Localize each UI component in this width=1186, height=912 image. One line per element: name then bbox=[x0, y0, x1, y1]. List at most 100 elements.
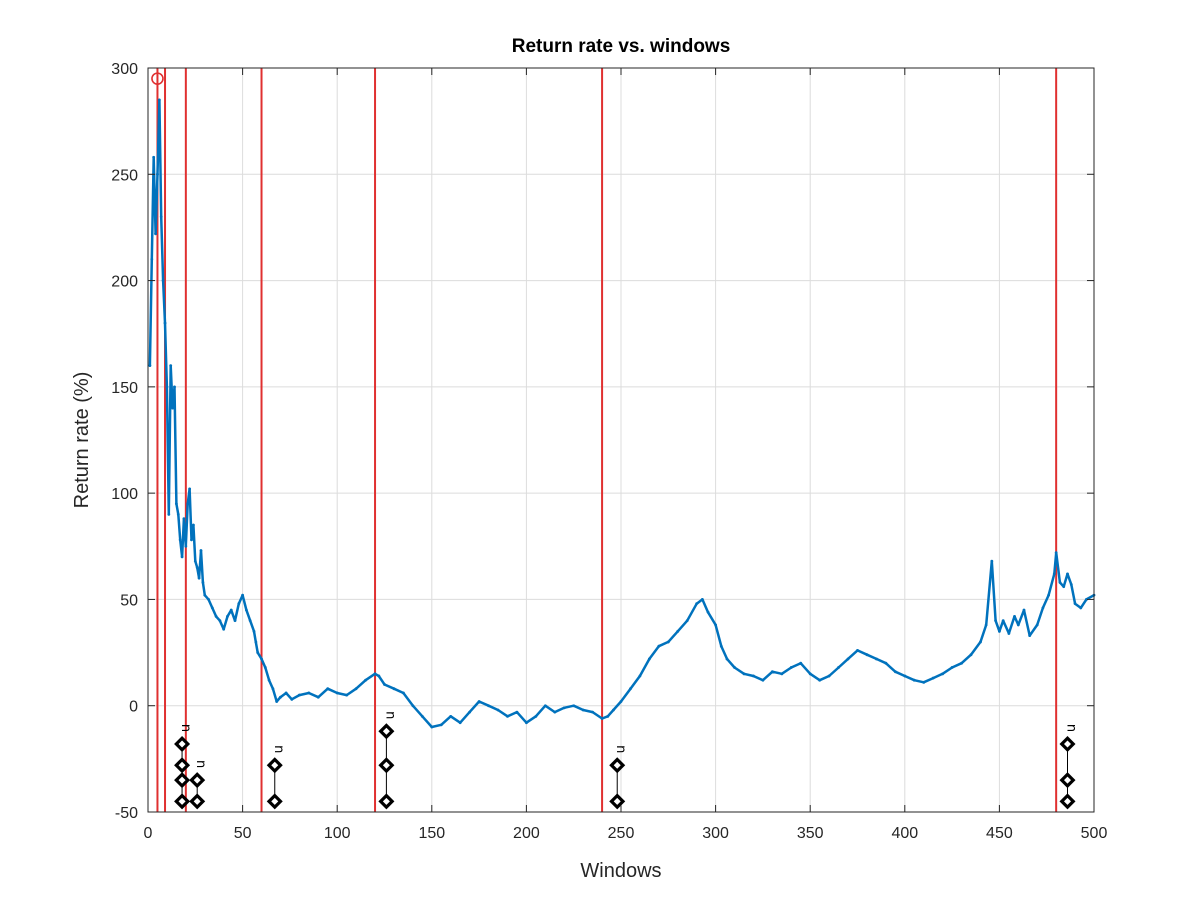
series-point bbox=[279, 695, 282, 699]
series-point bbox=[392, 687, 396, 691]
series-point bbox=[856, 649, 859, 652]
annotation-label: n bbox=[613, 745, 628, 753]
series-point bbox=[195, 566, 199, 569]
series-point bbox=[186, 502, 190, 506]
series-point bbox=[159, 215, 163, 219]
series-point bbox=[439, 723, 443, 727]
series-point bbox=[912, 678, 916, 682]
series-point bbox=[1062, 585, 1066, 589]
series-point bbox=[789, 666, 793, 669]
annotation-diamond-inner bbox=[193, 776, 201, 784]
annotation-label: n bbox=[382, 711, 397, 719]
series-point bbox=[865, 653, 869, 657]
y-tick-label: 300 bbox=[111, 61, 138, 78]
series-point bbox=[875, 657, 878, 661]
series-point bbox=[152, 155, 156, 159]
series-point bbox=[525, 721, 528, 725]
series-point bbox=[990, 559, 994, 563]
series-point bbox=[267, 678, 271, 682]
series-point bbox=[752, 674, 755, 678]
y-tick-label: 0 bbox=[129, 699, 138, 716]
series-point bbox=[1013, 615, 1016, 618]
series-point bbox=[256, 651, 260, 654]
annotation-group: n bbox=[189, 760, 208, 810]
series-point bbox=[290, 697, 294, 701]
series-point bbox=[190, 538, 193, 542]
series-point bbox=[182, 517, 186, 521]
series-point bbox=[218, 619, 222, 623]
series-point bbox=[477, 700, 481, 703]
series-point bbox=[210, 606, 214, 610]
series-point bbox=[316, 695, 320, 699]
annotation-diamond-inner bbox=[271, 797, 279, 805]
series-point bbox=[931, 676, 935, 680]
annotation-label: n bbox=[178, 724, 193, 732]
series-point bbox=[335, 691, 339, 695]
series-point bbox=[1016, 623, 1020, 627]
annotation-diamond-inner bbox=[382, 761, 390, 769]
series-point bbox=[770, 670, 774, 674]
series-point bbox=[941, 672, 945, 676]
series-point bbox=[1052, 572, 1056, 576]
series-point bbox=[271, 687, 275, 691]
series-point bbox=[808, 672, 812, 676]
series-point bbox=[178, 538, 182, 542]
annotation-diamond-inner bbox=[1064, 797, 1072, 805]
series-point bbox=[496, 708, 500, 712]
annotation-diamond-inner bbox=[178, 740, 186, 748]
y-tick-label: -50 bbox=[115, 805, 138, 822]
series-point bbox=[984, 623, 988, 627]
grid bbox=[148, 68, 1094, 812]
annotation-group: n bbox=[1059, 724, 1079, 810]
annotation-label: n bbox=[1064, 724, 1079, 732]
series-point bbox=[171, 406, 174, 410]
series-point bbox=[354, 687, 358, 691]
series-point bbox=[161, 279, 165, 282]
series-point bbox=[260, 657, 263, 661]
series-point bbox=[969, 653, 973, 657]
annotation-diamond-inner bbox=[613, 797, 621, 805]
series-point bbox=[647, 657, 651, 661]
series-point bbox=[154, 232, 157, 236]
series-point bbox=[960, 661, 963, 665]
series-point bbox=[192, 523, 195, 527]
series-point bbox=[581, 708, 585, 712]
series-point bbox=[619, 700, 623, 703]
series-point bbox=[994, 619, 998, 623]
series-point bbox=[197, 576, 201, 580]
series-point bbox=[252, 629, 256, 633]
series-point bbox=[543, 704, 547, 708]
series-point bbox=[1041, 606, 1045, 610]
annotation-diamond-inner bbox=[178, 761, 186, 769]
series-point bbox=[1079, 606, 1083, 610]
y-tick-label: 50 bbox=[120, 592, 138, 609]
series-point bbox=[263, 666, 267, 669]
series-point bbox=[638, 674, 642, 678]
series-point bbox=[430, 725, 434, 729]
series-point bbox=[600, 717, 604, 720]
series-point bbox=[700, 598, 704, 601]
y-tick-label: 100 bbox=[111, 486, 138, 503]
annotation-diamond-inner bbox=[382, 727, 390, 735]
series-point bbox=[203, 593, 207, 597]
y-axis-title: Return rate (%) bbox=[71, 372, 93, 509]
y-tick-label: 150 bbox=[111, 380, 138, 397]
series-point bbox=[1001, 619, 1005, 623]
series-point bbox=[657, 644, 661, 648]
series-point bbox=[761, 678, 765, 682]
series-point bbox=[345, 693, 349, 697]
series-point bbox=[666, 640, 670, 644]
series-point bbox=[214, 615, 218, 618]
series-point bbox=[193, 559, 197, 563]
annotation-diamond-inner bbox=[271, 761, 279, 769]
series-point bbox=[1058, 581, 1062, 584]
annotation-diamond-inner bbox=[1064, 776, 1072, 784]
series-point bbox=[254, 640, 258, 644]
series-point bbox=[1073, 602, 1077, 606]
series-point bbox=[184, 544, 188, 548]
series-point bbox=[297, 693, 301, 697]
series-point bbox=[275, 700, 279, 703]
series-point bbox=[150, 257, 154, 261]
x-tick-label: 150 bbox=[418, 825, 445, 842]
x-tick-label: 350 bbox=[797, 825, 824, 842]
